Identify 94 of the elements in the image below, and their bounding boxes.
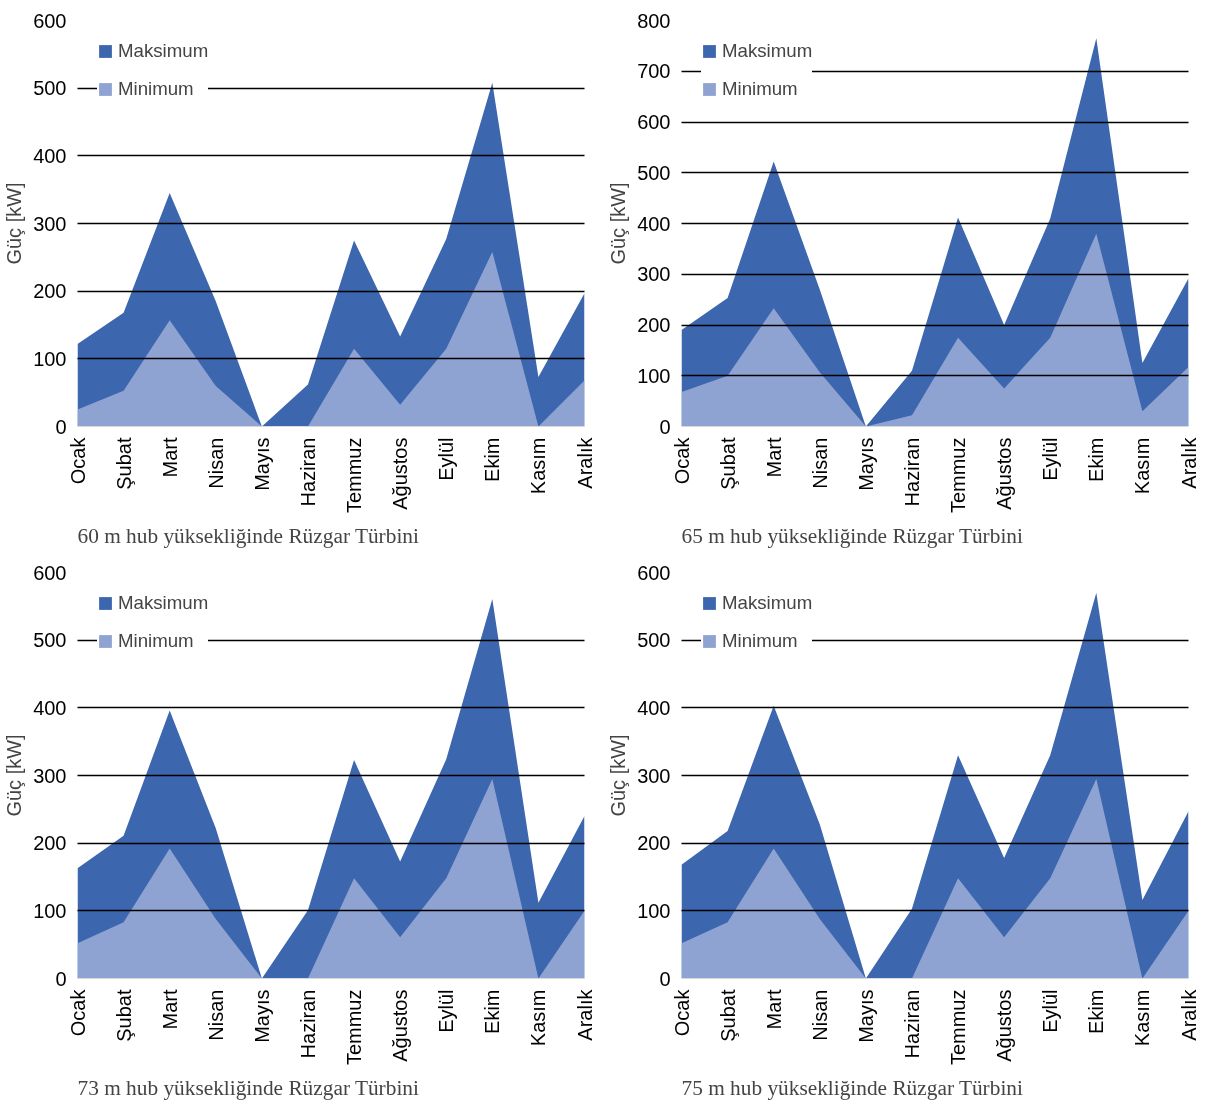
y-axis-title: Güç [kW] xyxy=(3,182,26,265)
x-tick-label: Eylül xyxy=(1039,437,1062,481)
x-tick-label: Ocak xyxy=(66,988,89,1037)
x-tick-label: Nisan xyxy=(808,437,831,489)
y-tick-label: 600 xyxy=(637,561,671,584)
y-tick-label: 200 xyxy=(637,314,671,336)
y-tick-label: 700 xyxy=(637,60,671,83)
legend-label: Maksimum xyxy=(118,40,209,62)
x-tick-label: Ekim xyxy=(1085,437,1108,482)
y-tick-label: 400 xyxy=(637,696,671,719)
y-tick-label: 100 xyxy=(33,899,67,922)
x-tick-label: Ağustos xyxy=(993,989,1016,1062)
y-tick-label: 300 xyxy=(637,263,671,286)
x-tick-label: Ekim xyxy=(481,437,504,482)
text: 73 m hub yüksekliğinde Rüzgar Türbini xyxy=(77,1075,419,1100)
x-tick-label: Şubat xyxy=(112,437,135,490)
x-tick-label: Ağustos xyxy=(993,437,1016,510)
y-tick-label: 0 xyxy=(659,967,671,990)
legend-label: Maksimum xyxy=(722,40,813,62)
x-tick-label: Nisan xyxy=(808,989,831,1041)
x-tick-label: Mayıs xyxy=(854,437,877,491)
x-tick-label: Ocak xyxy=(670,436,693,485)
y-tick-label: 300 xyxy=(33,212,67,235)
x-tick-label: Şubat xyxy=(112,989,135,1042)
y-tick-label: 0 xyxy=(55,967,67,990)
y-axis-title: Güç [kW] xyxy=(607,734,630,817)
x-tick-label: Mart xyxy=(158,989,181,1030)
x-tick-label: Ocak xyxy=(66,436,89,485)
x-tick-label: Şubat xyxy=(716,437,739,490)
x-tick-label: Ağustos xyxy=(389,989,412,1062)
y-tick-label: 600 xyxy=(637,111,671,133)
y-tick-label: 600 xyxy=(33,561,67,584)
x-tick-label: Haziran xyxy=(296,989,319,1059)
x-tick-label: Haziran xyxy=(900,989,923,1059)
legend-label: Minimum xyxy=(118,78,194,100)
x-tick-label: Ocak xyxy=(670,988,693,1037)
legend-label: Maksimum xyxy=(722,592,813,614)
y-tick-label: 500 xyxy=(33,629,67,652)
text: 75 m hub yüksekliğinde Rüzgar Türbini xyxy=(681,1075,1023,1100)
y-tick-label: 0 xyxy=(55,415,67,438)
x-tick-label: Aralık xyxy=(1177,988,1200,1041)
x-tick-label: Şubat xyxy=(716,989,739,1042)
x-tick-label: Temmuz xyxy=(947,989,970,1066)
x-tick-label: Mart xyxy=(158,437,181,478)
x-tick-label: Temmuz xyxy=(343,437,366,514)
y-tick-label: 100 xyxy=(637,364,671,387)
y-tick-label: 100 xyxy=(637,899,671,922)
x-tick-label: Haziran xyxy=(900,437,923,507)
y-tick-label: 400 xyxy=(33,144,67,167)
x-tick-label: Mayıs xyxy=(250,989,273,1043)
x-tick-label: Aralık xyxy=(573,988,596,1041)
x-tick-label: Ağustos xyxy=(389,437,412,510)
y-tick-label: 300 xyxy=(33,764,67,787)
y-tick-label: 400 xyxy=(637,212,671,235)
x-tick-label: Ekim xyxy=(1085,989,1108,1034)
text: 60 m hub yüksekliğinde Rüzgar Türbini xyxy=(77,523,419,548)
y-tick-label: 200 xyxy=(33,280,67,303)
text: 65 m hub yüksekliğinde Rüzgar Türbini xyxy=(681,523,1023,548)
x-tick-label: Temmuz xyxy=(343,989,366,1066)
legend-label: Minimum xyxy=(722,630,798,652)
x-tick-label: Kasım xyxy=(527,989,550,1047)
x-tick-label: Mayıs xyxy=(250,437,273,491)
x-tick-label: Kasım xyxy=(1131,989,1154,1047)
y-tick-label: 600 xyxy=(33,9,67,32)
x-tick-label: Ekim xyxy=(481,989,504,1034)
legend-label: Minimum xyxy=(722,78,798,100)
x-tick-label: Haziran xyxy=(296,437,319,507)
y-tick-label: 400 xyxy=(33,696,67,719)
y-tick-label: 200 xyxy=(637,832,671,855)
x-tick-label: Kasım xyxy=(1131,437,1154,495)
y-tick-label: 500 xyxy=(637,161,671,184)
x-tick-label: Eylül xyxy=(435,437,458,481)
y-tick-label: 300 xyxy=(637,764,671,787)
x-tick-label: Mart xyxy=(762,437,785,478)
x-tick-label: Temmuz xyxy=(947,437,970,514)
x-tick-label: Nisan xyxy=(204,989,227,1041)
y-tick-label: 500 xyxy=(637,629,671,652)
y-tick-label: 100 xyxy=(33,347,67,370)
legend-label: Maksimum xyxy=(118,592,209,614)
y-tick-label: 500 xyxy=(33,77,67,100)
legend-label: Minimum xyxy=(118,630,194,652)
x-tick-label: Eylül xyxy=(435,989,458,1033)
x-tick-label: Aralık xyxy=(1177,436,1200,489)
y-tick-label: 800 xyxy=(637,9,671,32)
y-tick-label: 0 xyxy=(659,415,671,438)
x-tick-label: Eylül xyxy=(1039,989,1062,1033)
y-tick-label: 200 xyxy=(33,832,67,855)
x-tick-label: Mayıs xyxy=(854,989,877,1043)
y-axis-title: Güç [kW] xyxy=(3,734,26,817)
x-tick-label: Nisan xyxy=(204,437,227,489)
x-tick-label: Mart xyxy=(762,989,785,1030)
x-tick-label: Kasım xyxy=(527,437,550,495)
y-axis-title: Güç [kW] xyxy=(607,182,630,265)
x-tick-label: Aralık xyxy=(573,436,596,489)
